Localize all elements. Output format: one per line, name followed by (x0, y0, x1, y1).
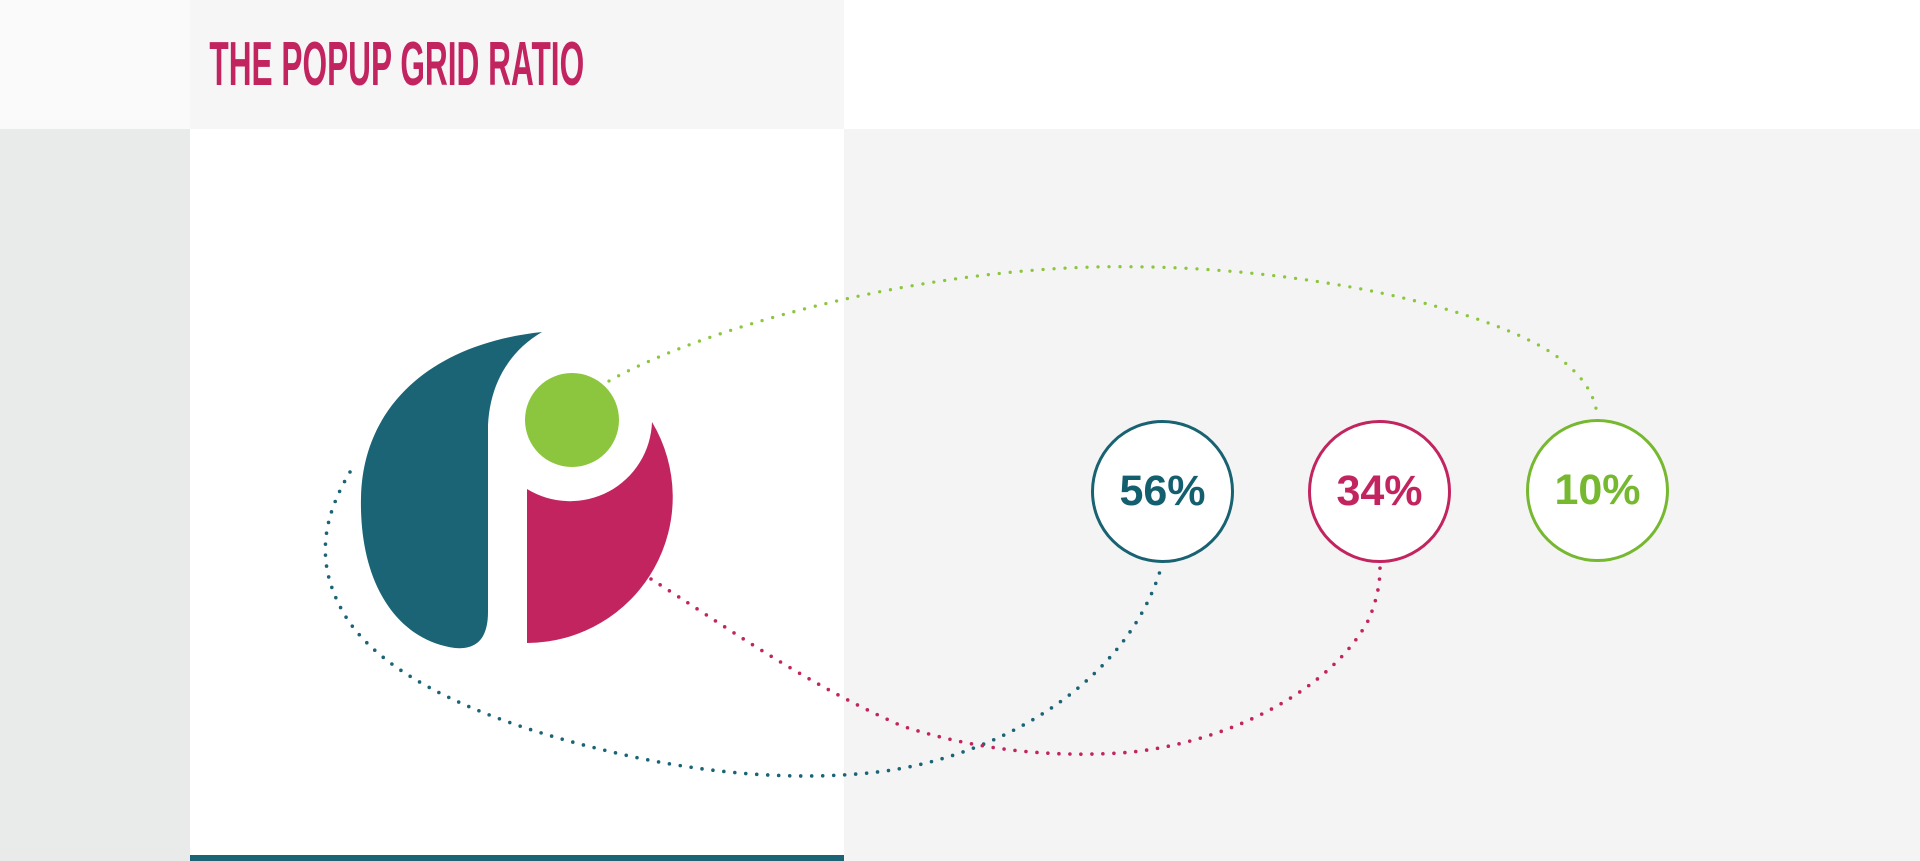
stat-circle-green: 10% (1526, 419, 1669, 562)
stat-value-green: 10% (1554, 466, 1641, 514)
stat-circle-magenta: 34% (1308, 420, 1451, 563)
page-title: THE POPUP GRID RATIO (209, 29, 585, 99)
left-sidebar (0, 129, 190, 861)
stat-value-teal: 56% (1119, 467, 1206, 515)
left-sidebar-header (0, 0, 190, 129)
right-header-spacer (844, 0, 1920, 129)
content-panel (190, 129, 844, 861)
header-panel: THE POPUP GRID RATIO (190, 0, 844, 129)
footer-accent-bar (190, 855, 844, 861)
stat-circle-teal: 56% (1091, 420, 1234, 563)
stat-value-magenta: 34% (1336, 467, 1423, 515)
